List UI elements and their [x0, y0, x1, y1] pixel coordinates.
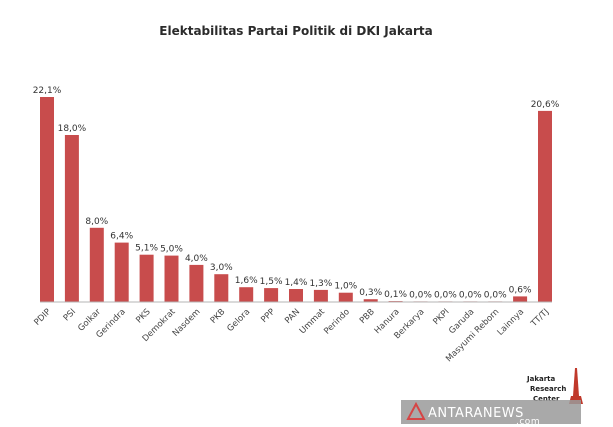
- antara-logo-icon: [406, 401, 426, 420]
- data-label-pbb: 0,3%: [359, 288, 382, 298]
- data-label-psi: 18,0%: [58, 124, 87, 134]
- bar-gerindra: [114, 242, 129, 302]
- antaranews-watermark: ANTARANEWS .com: [401, 400, 581, 427]
- bar-tt-tj: [538, 110, 552, 303]
- jrc-logo: Jakarta Research Center: [526, 368, 583, 404]
- data-label-pkpi: 0,0%: [434, 290, 457, 300]
- tick-label-pkpi: PKPI: [431, 307, 451, 327]
- bar-pdip: [40, 97, 54, 302]
- bar-pan: [289, 289, 303, 302]
- bar-psi: [64, 135, 79, 302]
- bar-demokrat: [164, 255, 179, 302]
- bar-ummat: [313, 289, 328, 302]
- data-label-demokrat: 5,0%: [160, 245, 183, 255]
- data-label-tt-tj: 20,6%: [531, 100, 560, 110]
- bar-golkar: [89, 227, 104, 302]
- data-label-masyumi-reborn: 0,0%: [484, 290, 507, 300]
- watermark-suffix: .com: [516, 417, 540, 427]
- data-label-pkb: 3,0%: [210, 263, 233, 273]
- data-label-berkarya: 0,0%: [409, 290, 432, 300]
- tick-label-ppp: PPP: [259, 307, 277, 325]
- bar-ppp: [264, 288, 279, 302]
- tick-label-lainnya: Lainnya: [496, 307, 527, 338]
- data-label-pdip: 22,1%: [33, 86, 62, 96]
- bars: [40, 97, 552, 303]
- data-label-perindo: 1,0%: [334, 282, 357, 292]
- bar-pbb: [363, 299, 378, 302]
- data-label-garuda: 0,0%: [459, 290, 482, 300]
- watermark-text: ANTARANEWS: [428, 406, 524, 421]
- tick-label-nasdem: Nasdem: [171, 307, 203, 339]
- tick-label-ummat: Ummat: [298, 307, 328, 337]
- bar-pkb: [214, 274, 229, 302]
- tick-label-pkb: PKB: [209, 307, 228, 326]
- data-label-hanura: 0,1%: [384, 290, 407, 300]
- bar-gelora: [239, 287, 254, 302]
- data-label-nasdem: 4,0%: [185, 254, 208, 264]
- data-labels: 22,1%18,0%8,0%6,4%5,1% 5,0%4,0%3,0%1,6% 1,…: [33, 86, 560, 300]
- bar-lainnya: [513, 296, 528, 302]
- tick-label-pks: PKS: [134, 307, 152, 325]
- chart-title: Elektabilitas Partai Politik di DKI Jaka…: [159, 24, 432, 38]
- monument-icon: [569, 368, 583, 404]
- data-label-golkar: 8,0%: [85, 217, 108, 227]
- bar-nasdem: [189, 264, 204, 302]
- logo-line-2: Research: [530, 385, 566, 393]
- tick-label-pdip: PDIP: [32, 307, 53, 328]
- data-label-lainnya: 0,6%: [509, 285, 532, 295]
- data-label-gelora: 1,6%: [235, 276, 258, 286]
- logo-line-1: Jakarta: [526, 375, 556, 383]
- tick-label-gelora: Gelora: [225, 307, 252, 334]
- watermark-background: [401, 400, 581, 424]
- bar-pks: [139, 254, 154, 302]
- tick-label-tt-tj: TT/TJ: [529, 307, 551, 329]
- data-label-ppp: 1,5%: [260, 277, 283, 287]
- data-label-pks: 5,1%: [135, 244, 158, 254]
- tick-label-pbb: PBB: [358, 307, 377, 326]
- tick-label-perindo: Perindo: [322, 307, 352, 337]
- bar-perindo: [338, 292, 353, 302]
- tick-label-psi: PSI: [62, 307, 78, 323]
- data-label-ummat: 1,3%: [309, 279, 332, 289]
- tick-label-pan: PAN: [283, 307, 302, 326]
- logo-line-3: Center: [533, 395, 560, 403]
- data-label-pan: 1,4%: [285, 278, 308, 288]
- data-label-gerindra: 6,4%: [110, 232, 133, 242]
